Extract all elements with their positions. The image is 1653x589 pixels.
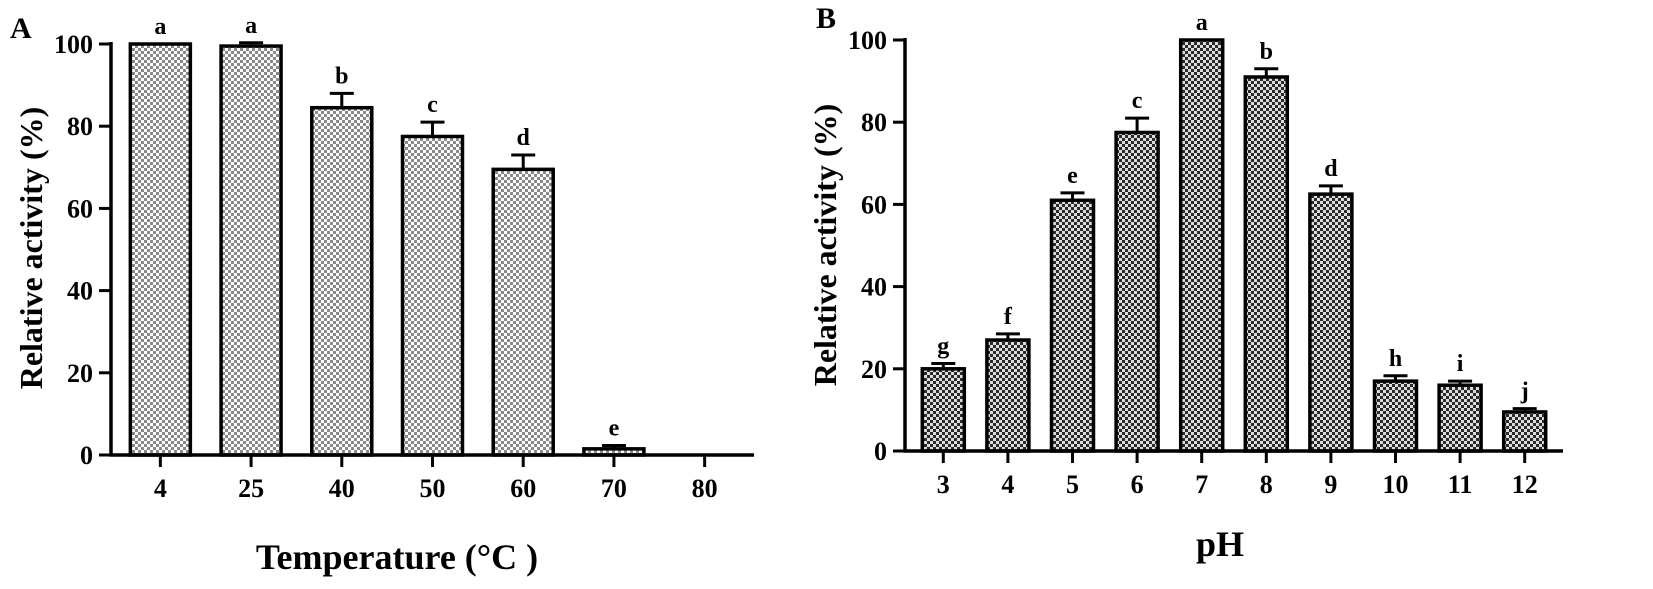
panel-a-x-tick-label: 80 <box>692 474 718 503</box>
panel-b-x-tick-label: 10 <box>1383 470 1409 499</box>
panel-a-plot-area: a 4 a 25 b 40 c 50 d 60 e 70 80 0 20 40 60 80 100 <box>54 13 754 503</box>
panel-b-x-tick-label: 12 <box>1512 470 1538 499</box>
panel-b-bar <box>1437 383 1483 453</box>
panel-b-bar <box>1178 38 1225 453</box>
panel-a-x-tick-label: 70 <box>601 474 627 503</box>
panel-a-bar <box>310 105 374 457</box>
panel-b-x-tick-label: 7 <box>1195 470 1208 499</box>
panel-a-significance-letter: e <box>609 416 620 442</box>
panel-b-bar <box>1243 75 1290 453</box>
panel-a-y-axis-label: Relative activity (%) <box>13 107 49 390</box>
panel-b-bar <box>1501 410 1548 453</box>
panel-b: B Relative activity (%) pH g 3 f 4 e 5 c 6 a 7 b 8 d… <box>807 2 1563 564</box>
panel-b-x-tick-label: 4 <box>1001 470 1014 499</box>
panel-b-significance-letter: j <box>1520 379 1529 405</box>
panel-b-plot-area: g 3 f 4 e 5 c 6 a 7 b 8 d 9 h 10 i 11 j 12 0 20 40 60 80 100 <box>848 10 1563 499</box>
panel-b-significance-letter: d <box>1324 156 1338 182</box>
panel-a-significance-letter: a <box>154 14 166 40</box>
panel-a-x-axis-label: Temperature (°C ) <box>256 537 538 577</box>
panel-b-significance-letter: i <box>1457 351 1464 377</box>
panel-a: A Relative activity (%) Temperature (°C … <box>10 12 754 577</box>
panel-a-significance-letter: a <box>245 13 257 39</box>
panel-a-significance-letter: b <box>335 63 348 89</box>
panel-a-y-tick-label: 40 <box>67 277 93 306</box>
panel-b-significance-letter: f <box>1004 304 1013 330</box>
panel-b-y-tick-label: 40 <box>861 273 887 302</box>
panel-a-x-tick-label: 40 <box>329 474 355 503</box>
panel-a-y-tick-label: 80 <box>67 112 93 141</box>
panel-b-x-tick-label: 8 <box>1260 470 1273 499</box>
panel-a-y-tick-label: 20 <box>67 359 93 388</box>
panel-b-y-tick-label: 20 <box>861 355 887 384</box>
panel-b-y-tick-label: 60 <box>861 190 887 219</box>
panel-b-x-tick-label: 6 <box>1131 470 1144 499</box>
panel-a-x-tick-label: 60 <box>510 474 536 503</box>
panel-a-x-tick-label: 4 <box>154 474 167 503</box>
panel-b-bar <box>985 338 1031 453</box>
panel-b-x-tick-label: 11 <box>1448 470 1473 499</box>
panel-b-bar <box>1049 198 1096 453</box>
panel-b-significance-letter: g <box>937 333 949 359</box>
panel-b-bar <box>1114 130 1160 453</box>
panel-b-significance-letter: e <box>1067 163 1078 189</box>
panel-a-bar <box>128 42 193 457</box>
panel-letter-a: A <box>10 12 32 45</box>
panel-a-x-tick-label: 50 <box>420 474 446 503</box>
panel-b-x-axis-label: pH <box>1196 524 1244 564</box>
panel-a-y-tick-label: 60 <box>67 194 93 223</box>
panel-b-bar <box>1308 192 1354 453</box>
panel-b-x-tick-label: 9 <box>1324 470 1337 499</box>
panel-a-y-tick-label: 0 <box>80 441 93 470</box>
panel-a-significance-letter: d <box>517 125 531 151</box>
panel-b-x-tick-label: 3 <box>937 470 950 499</box>
panel-b-significance-letter: b <box>1260 39 1273 65</box>
panel-b-y-tick-label: 100 <box>848 26 887 55</box>
panel-b-x-tick-label: 5 <box>1066 470 1079 499</box>
panel-a-y-tick-label: 100 <box>54 30 93 59</box>
panel-a-bar <box>219 44 283 457</box>
panel-b-y-tick-label: 80 <box>861 108 887 137</box>
panel-b-bar <box>920 367 967 453</box>
panel-b-significance-letter: c <box>1132 88 1143 114</box>
panel-a-bar <box>491 167 555 457</box>
panel-a-x-tick-label: 25 <box>238 474 264 503</box>
panel-b-bar <box>1372 379 1419 453</box>
panel-letter-b: B <box>816 2 836 35</box>
panel-b-significance-letter: a <box>1196 10 1208 36</box>
panel-b-y-tick-label: 0 <box>874 437 887 466</box>
panel-b-y-axis-label: Relative activity (%) <box>807 104 843 387</box>
panel-a-significance-letter: c <box>427 92 438 118</box>
panel-a-bar <box>400 134 465 457</box>
panel-b-significance-letter: h <box>1389 346 1402 372</box>
